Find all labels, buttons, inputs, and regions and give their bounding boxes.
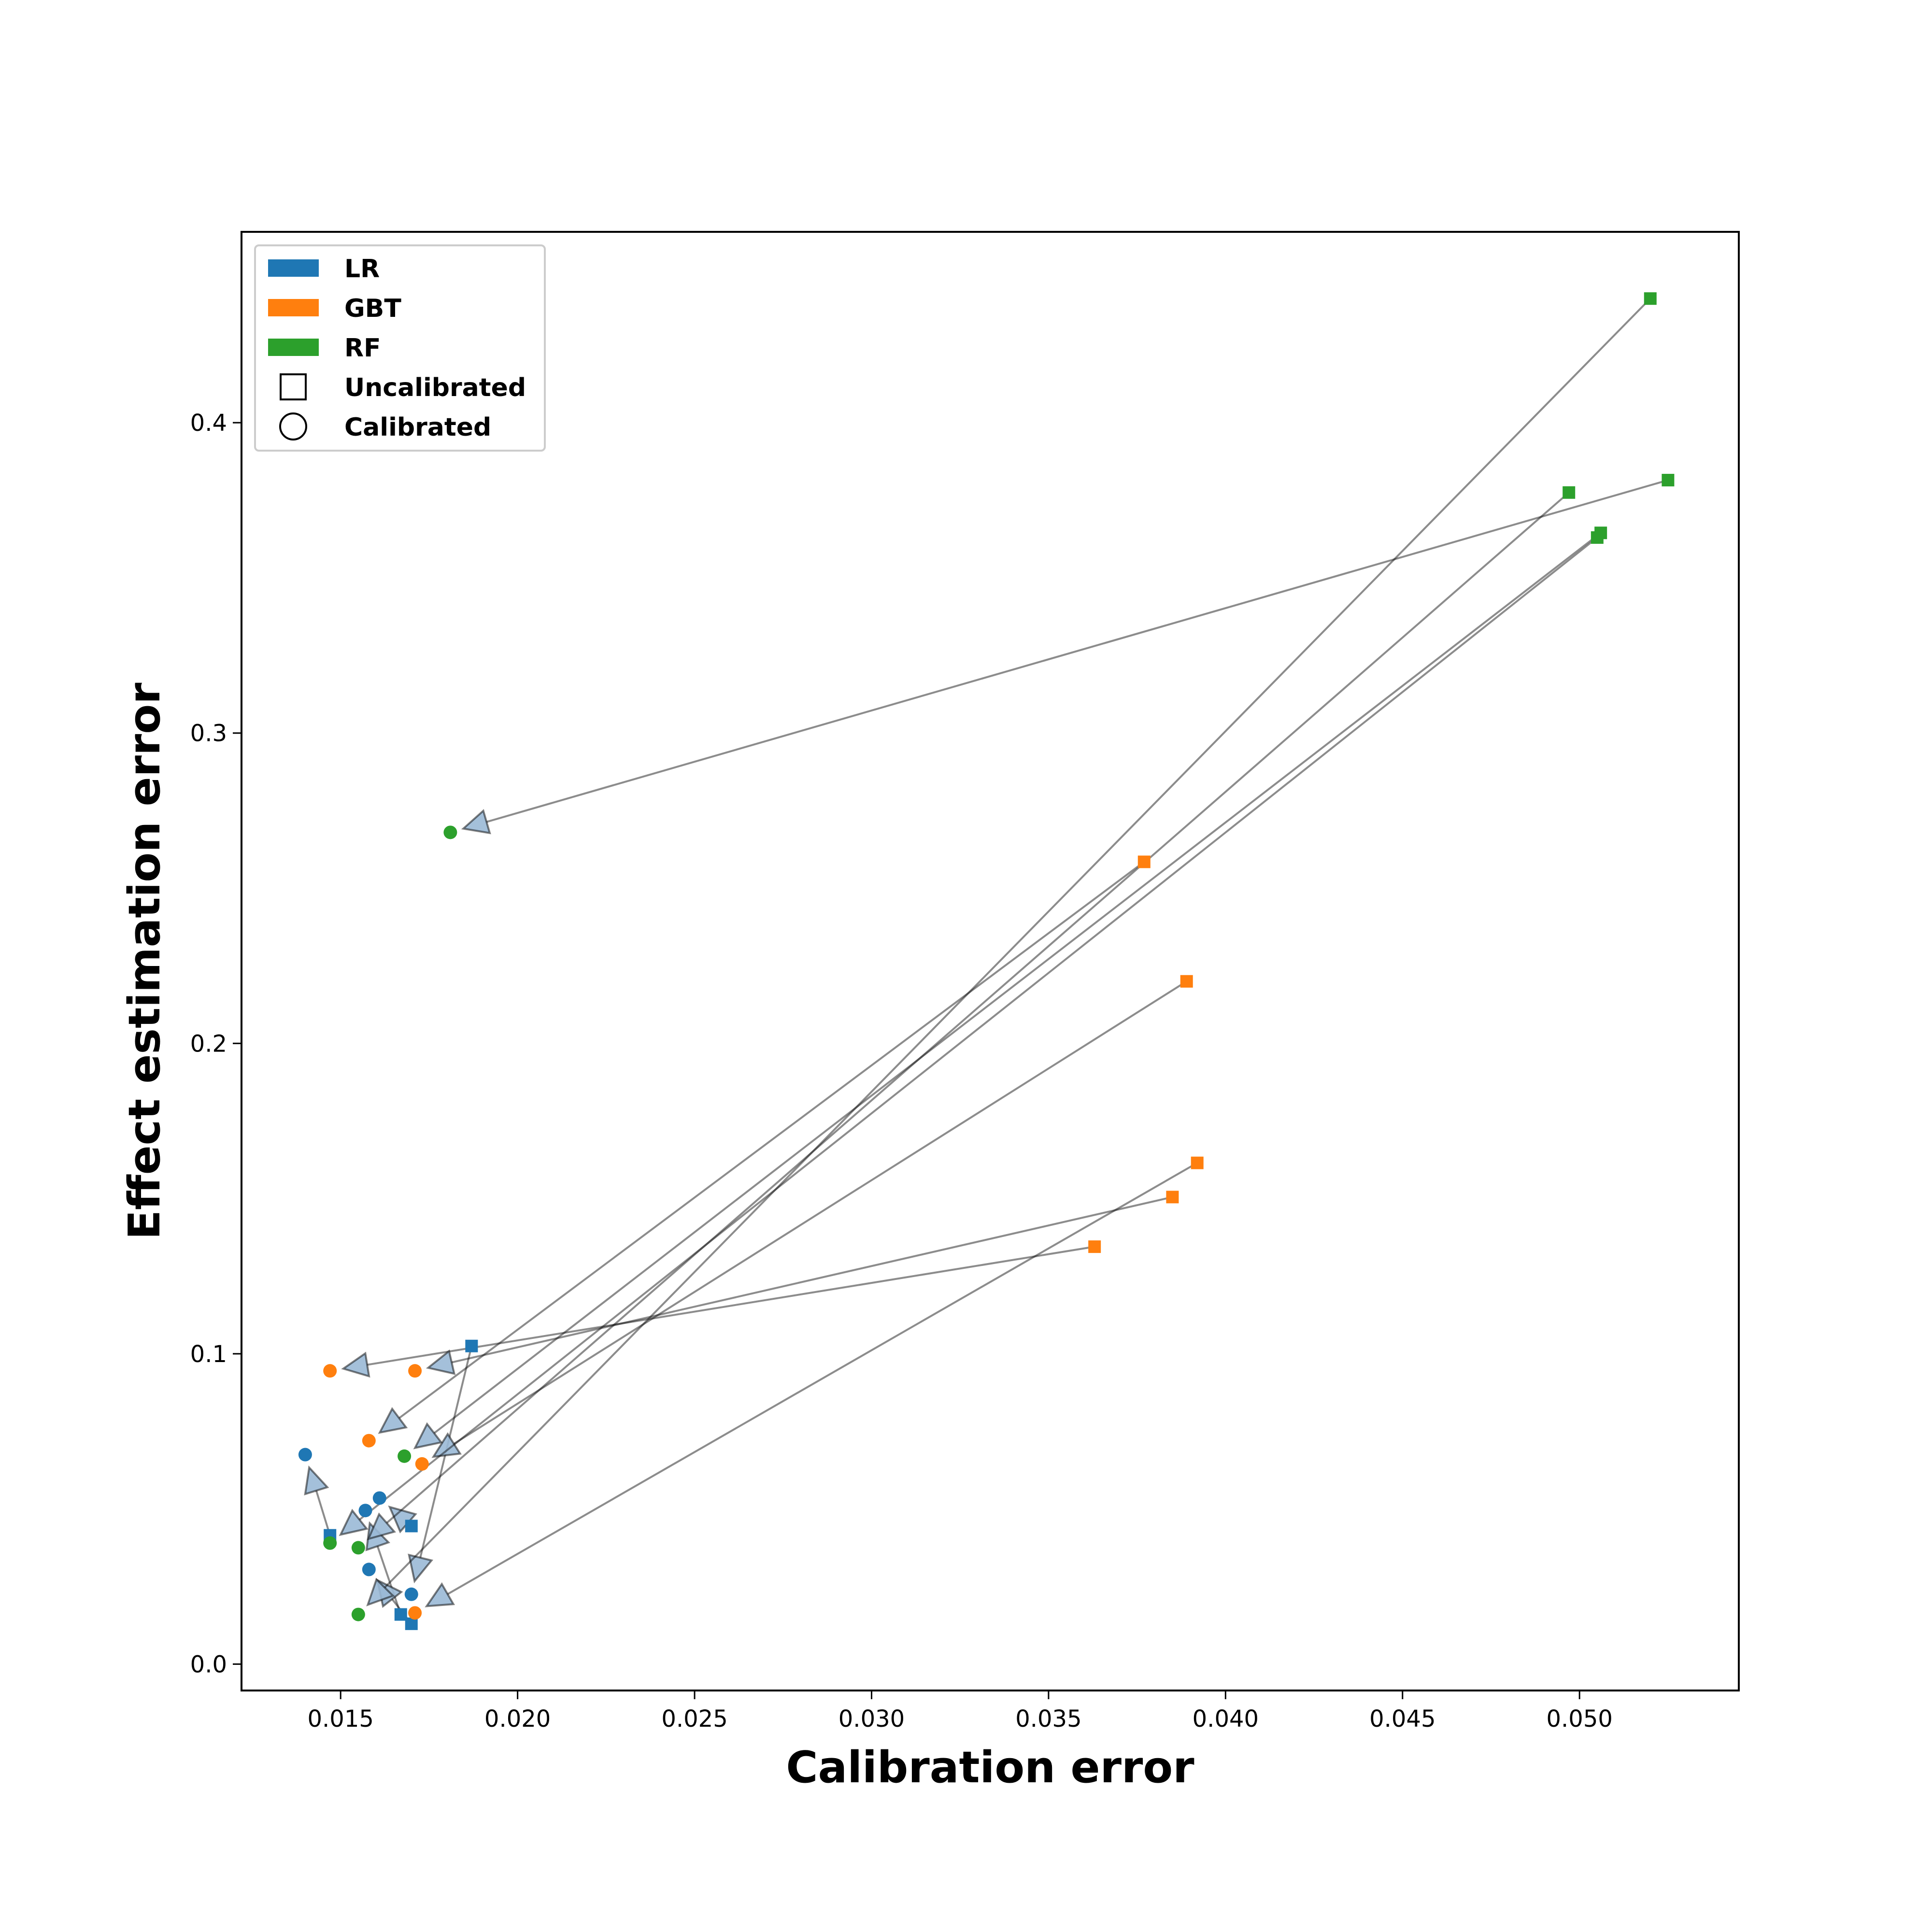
lr-uncalibrated-point — [405, 1520, 418, 1533]
lr-uncalibrated-point — [465, 1339, 478, 1352]
gbt-uncalibrated-point — [1180, 975, 1193, 988]
lr-calibrated-point — [358, 1504, 372, 1518]
rf-arrow-head — [461, 809, 491, 835]
gbt-arrow-line — [451, 1196, 1173, 1364]
gbt-calibrated-point — [415, 1457, 429, 1471]
rf-arrow-line — [433, 532, 1602, 1434]
x-tick-label: 0.020 — [484, 1705, 551, 1733]
arrows-layer — [304, 298, 1668, 1625]
legend-label-rf: RF — [344, 334, 381, 363]
legend-entries: LR GBT RF Uncalibrated Calibrated — [268, 255, 526, 442]
legend-label-calibrated: Calibrated — [344, 413, 491, 442]
x-tick-label: 0.045 — [1369, 1705, 1435, 1733]
rf-uncalibrated-point — [1662, 474, 1675, 487]
gbt-arrow-line — [367, 1246, 1095, 1366]
lr-uncalibrated-point — [394, 1608, 407, 1621]
gbt-arrow-head — [378, 1407, 408, 1434]
rf-arrow-head — [367, 1512, 397, 1541]
lr-arrow-line — [315, 1490, 331, 1536]
gbt-arrow-line — [447, 1162, 1198, 1595]
legend-frame — [254, 244, 546, 452]
x-tick-label: 0.040 — [1193, 1705, 1259, 1733]
rf-uncalibrated-point — [1644, 292, 1657, 305]
legend-marker-square — [280, 373, 307, 400]
rf-arrow-line — [486, 479, 1668, 823]
lr-calibrated-point — [404, 1587, 418, 1601]
lr-arrow-head — [304, 1465, 329, 1496]
y-axis-title: Effect estimation error — [119, 682, 170, 1240]
x-axis-ticks: 0.015 0.020 0.025 0.030 0.035 0.040 0.045 0.050 — [307, 1690, 1613, 1733]
gbt-calibrated-point — [408, 1364, 422, 1378]
legend: LR GBT RF Uncalibrated Calibrated — [254, 244, 546, 452]
rf-arrow-line — [359, 537, 1598, 1520]
x-tick-label: 0.025 — [661, 1705, 727, 1733]
lr-arrow-head — [408, 1553, 434, 1584]
x-tick-label: 0.050 — [1547, 1705, 1613, 1733]
x-tick-label: 0.035 — [1015, 1705, 1081, 1733]
lr-calibrated-point — [298, 1448, 312, 1462]
legend-label-gbt: GBT — [344, 294, 401, 323]
lr-calibrated-point — [362, 1563, 376, 1577]
gbt-arrow-head — [431, 1432, 462, 1458]
legend-label-uncalibrated: Uncalibrated — [344, 373, 526, 402]
rf-arrow-head — [366, 1577, 395, 1606]
rf-calibrated-point — [443, 825, 457, 839]
gbt-uncalibrated-point — [1137, 855, 1151, 868]
y-tick-label: 0.0 — [190, 1651, 227, 1678]
rf-arrow-head — [413, 1422, 443, 1449]
gbt-arrow-line — [453, 980, 1187, 1445]
rf-arrow-line — [386, 492, 1570, 1524]
legend-swatch-gbt — [268, 299, 319, 316]
y-tick-label: 0.4 — [190, 410, 227, 437]
gbt-arrow-line — [398, 861, 1145, 1419]
plot-frame — [241, 231, 1740, 1691]
points-layer — [298, 292, 1675, 1630]
x-tick-label: 0.015 — [307, 1705, 373, 1733]
x-tick-label: 0.030 — [838, 1705, 905, 1733]
y-axis-ticks: 0.0 0.1 0.2 0.3 0.4 — [190, 410, 242, 1678]
legend-label-lr: LR — [344, 255, 380, 284]
legend-marker-circle — [279, 412, 307, 440]
gbt-arrow-head — [425, 1582, 455, 1607]
rf-arrow-line — [384, 298, 1651, 1589]
y-tick-label: 0.2 — [190, 1030, 227, 1057]
lr-calibrated-point — [372, 1491, 386, 1505]
lr-arrow-line — [376, 1546, 402, 1615]
gbt-uncalibrated-point — [1191, 1156, 1204, 1169]
rf-uncalibrated-point — [1563, 486, 1576, 499]
gbt-arrow-head — [426, 1349, 456, 1375]
y-tick-label: 0.3 — [190, 720, 227, 747]
y-tick-label: 0.1 — [190, 1341, 227, 1368]
gbt-uncalibrated-point — [1166, 1191, 1179, 1204]
rf-arrow-head — [339, 1508, 369, 1536]
rf-calibrated-point — [323, 1536, 337, 1550]
gbt-arrow-head — [341, 1351, 370, 1378]
x-axis-title: Calibration error — [786, 1742, 1194, 1793]
legend-swatch-rf — [268, 339, 319, 356]
gbt-calibrated-point — [362, 1434, 376, 1448]
gbt-calibrated-point — [323, 1364, 337, 1378]
rf-calibrated-point — [351, 1607, 365, 1621]
gbt-calibrated-point — [408, 1606, 422, 1620]
gbt-uncalibrated-point — [1088, 1240, 1101, 1253]
legend-swatch-lr — [268, 259, 319, 277]
rf-uncalibrated-point — [1594, 526, 1607, 540]
rf-calibrated-point — [398, 1449, 412, 1463]
rf-calibrated-point — [351, 1541, 365, 1555]
